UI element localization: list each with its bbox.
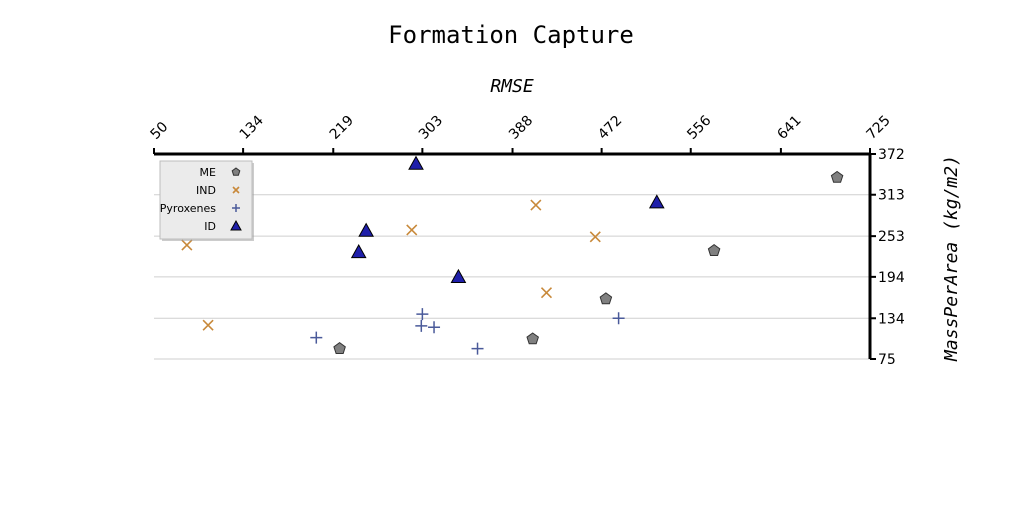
x-tick-label: 50 (148, 119, 172, 143)
point-ind (406, 224, 418, 236)
data-points (181, 155, 844, 355)
point-pyroxenes (415, 319, 428, 332)
legend-marker-plus-icon (232, 204, 240, 212)
x-tick-label: 219 (327, 113, 357, 143)
point-pyroxenes (428, 321, 441, 334)
point-id (648, 194, 665, 209)
x-axis-label: RMSE (490, 76, 534, 97)
point-ind (202, 319, 214, 331)
y-tick-label: 194 (878, 270, 905, 286)
x-tick-label: 556 (684, 113, 714, 143)
point-me (333, 341, 346, 354)
axes (154, 152, 872, 359)
point-me (830, 170, 844, 183)
legend-label: IND (196, 184, 216, 197)
y-tick-label: 134 (878, 311, 905, 327)
point-me (526, 332, 539, 345)
y-tick-label: 75 (878, 352, 896, 368)
y-tick-label: 372 (878, 147, 905, 163)
y-tick-label: 253 (878, 229, 905, 245)
legend: ME IND Pyroxenes ID (159, 160, 254, 241)
point-me (599, 292, 613, 305)
y-axis-ticks: 372 313 253 194 134 75 (870, 147, 905, 368)
chart-title: Formation Capture (388, 21, 634, 49)
x-tick-label: 388 (506, 113, 536, 143)
point-ind (181, 239, 193, 251)
y-axis-label: MassPerArea (kg/m2) (941, 155, 962, 362)
legend-marker-triangle-icon (230, 219, 242, 231)
point-ind (540, 287, 553, 299)
point-id (450, 268, 467, 283)
x-tick-label: 725 (864, 113, 894, 143)
gridlines (154, 153, 870, 360)
legend-marker-pentagon-icon (231, 167, 241, 176)
legend-label: Pyroxenes (160, 202, 216, 215)
point-id (408, 155, 424, 170)
legend-marker-x-icon (232, 186, 240, 194)
x-tick-label: 472 (595, 113, 625, 143)
y-tick-label: 313 (878, 188, 905, 204)
legend-label: ID (204, 220, 216, 233)
point-pyroxenes (612, 312, 625, 325)
x-axis-ticks: 50 134 219 303 388 472 556 641 725 (148, 113, 894, 154)
point-pyroxenes (416, 308, 429, 321)
legend-label: ME (200, 166, 216, 179)
point-id (350, 243, 367, 259)
x-tick-label: 303 (416, 113, 446, 143)
point-pyroxenes (310, 331, 323, 344)
point-ind (530, 199, 542, 211)
point-id (358, 222, 374, 237)
point-me (707, 243, 721, 256)
point-pyroxenes (471, 342, 484, 355)
point-ind (589, 231, 601, 243)
x-tick-label: 134 (237, 113, 267, 143)
x-tick-label: 641 (774, 113, 804, 143)
